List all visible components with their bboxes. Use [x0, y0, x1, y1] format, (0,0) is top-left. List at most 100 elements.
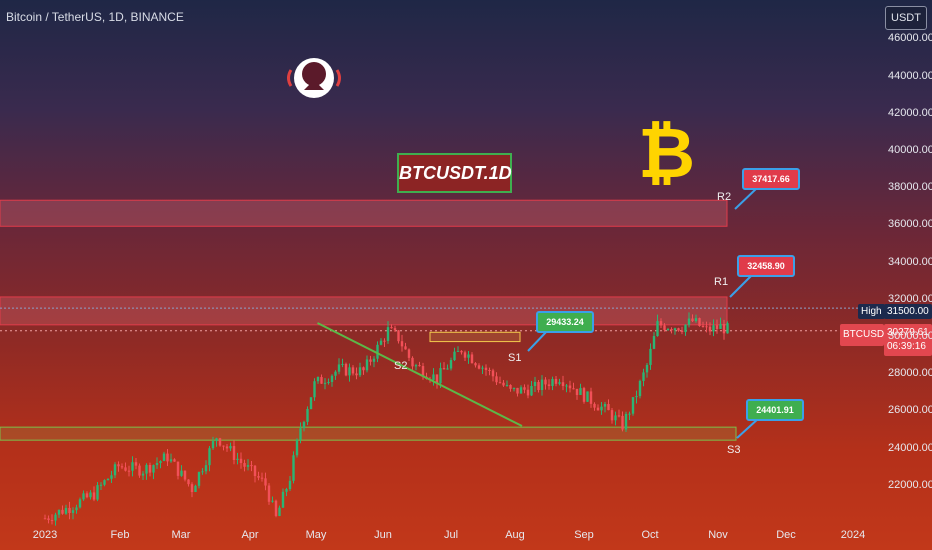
candle-body [201, 471, 204, 473]
candle-body [635, 396, 638, 398]
candle-body [134, 462, 138, 466]
candle-body [99, 484, 103, 486]
candle-body [624, 413, 628, 430]
candle-body [316, 377, 320, 382]
candle-body [411, 357, 414, 367]
candle-body [397, 330, 400, 342]
candle-body [554, 378, 558, 384]
candle-body [383, 340, 386, 342]
candle-body [708, 326, 712, 332]
callout-pointer [736, 417, 760, 439]
candle-body [124, 467, 127, 471]
candle-body [271, 500, 274, 502]
candle-body [306, 408, 309, 422]
candle-body [278, 507, 281, 516]
x-tick-label: Dec [776, 529, 796, 541]
candle-body [649, 348, 652, 365]
candle-body [537, 382, 540, 391]
candle-body [260, 477, 264, 479]
candle-body [47, 518, 50, 521]
level-label-r1: R1 [714, 276, 729, 288]
callout-pointer [729, 274, 753, 298]
current-price: 30279.61 [887, 327, 929, 338]
candle-body [656, 321, 659, 337]
candle-body [523, 387, 526, 390]
candle-body [526, 389, 530, 396]
candle-body [505, 384, 509, 386]
x-tick-label: Oct [641, 529, 659, 541]
x-tick-label: May [305, 529, 327, 541]
candle-body [50, 520, 54, 522]
candle-body [302, 421, 306, 429]
candle-body [603, 404, 607, 407]
candle-body [295, 439, 299, 456]
candle-body [365, 359, 369, 371]
candle-body [351, 367, 355, 374]
callout-pointer [527, 329, 549, 352]
callout-s3: 24401.91 [746, 399, 804, 421]
candle-body [582, 388, 586, 402]
zone-r1 [0, 296, 728, 326]
candle-body [645, 364, 649, 373]
candle-body [253, 465, 257, 477]
candle-body [145, 464, 148, 474]
high-label: High [858, 304, 885, 319]
candle-body [229, 446, 232, 449]
candle-body [666, 328, 670, 330]
zone-r2 [0, 199, 728, 227]
candle-body [232, 446, 236, 460]
candle-body [292, 455, 295, 481]
candle-body [670, 328, 673, 331]
zone-s3 [0, 426, 737, 441]
candle-body [659, 321, 663, 326]
candle-body [593, 403, 596, 408]
candle-body [379, 340, 383, 345]
trendline [317, 322, 523, 427]
candle-body [215, 438, 218, 442]
candle-body [274, 500, 278, 516]
candle-body [621, 415, 624, 430]
candle-body [138, 465, 141, 476]
candle-body [407, 349, 411, 358]
candle-body [642, 372, 645, 381]
candle-body [169, 459, 173, 462]
candle-body [617, 415, 621, 417]
candle-body [677, 328, 680, 331]
candle-body [418, 365, 421, 367]
candle-body [610, 410, 614, 421]
candle-body [218, 438, 222, 446]
y-tick-label: 26000.00 [888, 404, 932, 417]
candle-body [183, 470, 187, 480]
y-tick-label: 32000.00 [888, 292, 932, 305]
y-tick-label: 38000.00 [888, 181, 932, 194]
candle-body [246, 465, 250, 467]
candle-body [484, 367, 488, 370]
candle-body [106, 478, 110, 481]
candle-body [362, 367, 365, 371]
high-value: 31500.00 [884, 304, 932, 319]
unit-selector[interactable]: USDT [885, 6, 927, 30]
callout-r1: 32458.90 [737, 255, 795, 277]
candle-body [327, 381, 330, 383]
candle-body [190, 484, 194, 493]
candle-body [57, 509, 61, 515]
candle-body [376, 344, 379, 359]
x-tick-label: Jul [443, 529, 459, 541]
candle-body [687, 318, 691, 325]
candle-body [680, 330, 684, 332]
candle-body [285, 489, 288, 492]
candle-body [631, 397, 635, 414]
candle-body [166, 453, 169, 462]
candle-body [453, 351, 456, 361]
candle-body [694, 318, 698, 322]
candle-body [82, 493, 85, 500]
x-tick-label: Feb [110, 529, 130, 541]
x-tick-label: Nov [708, 529, 728, 541]
candle-body [103, 480, 106, 485]
candle-body [320, 377, 323, 384]
candle-body [68, 507, 71, 513]
candle-body [575, 388, 579, 395]
candle-body [71, 510, 75, 513]
